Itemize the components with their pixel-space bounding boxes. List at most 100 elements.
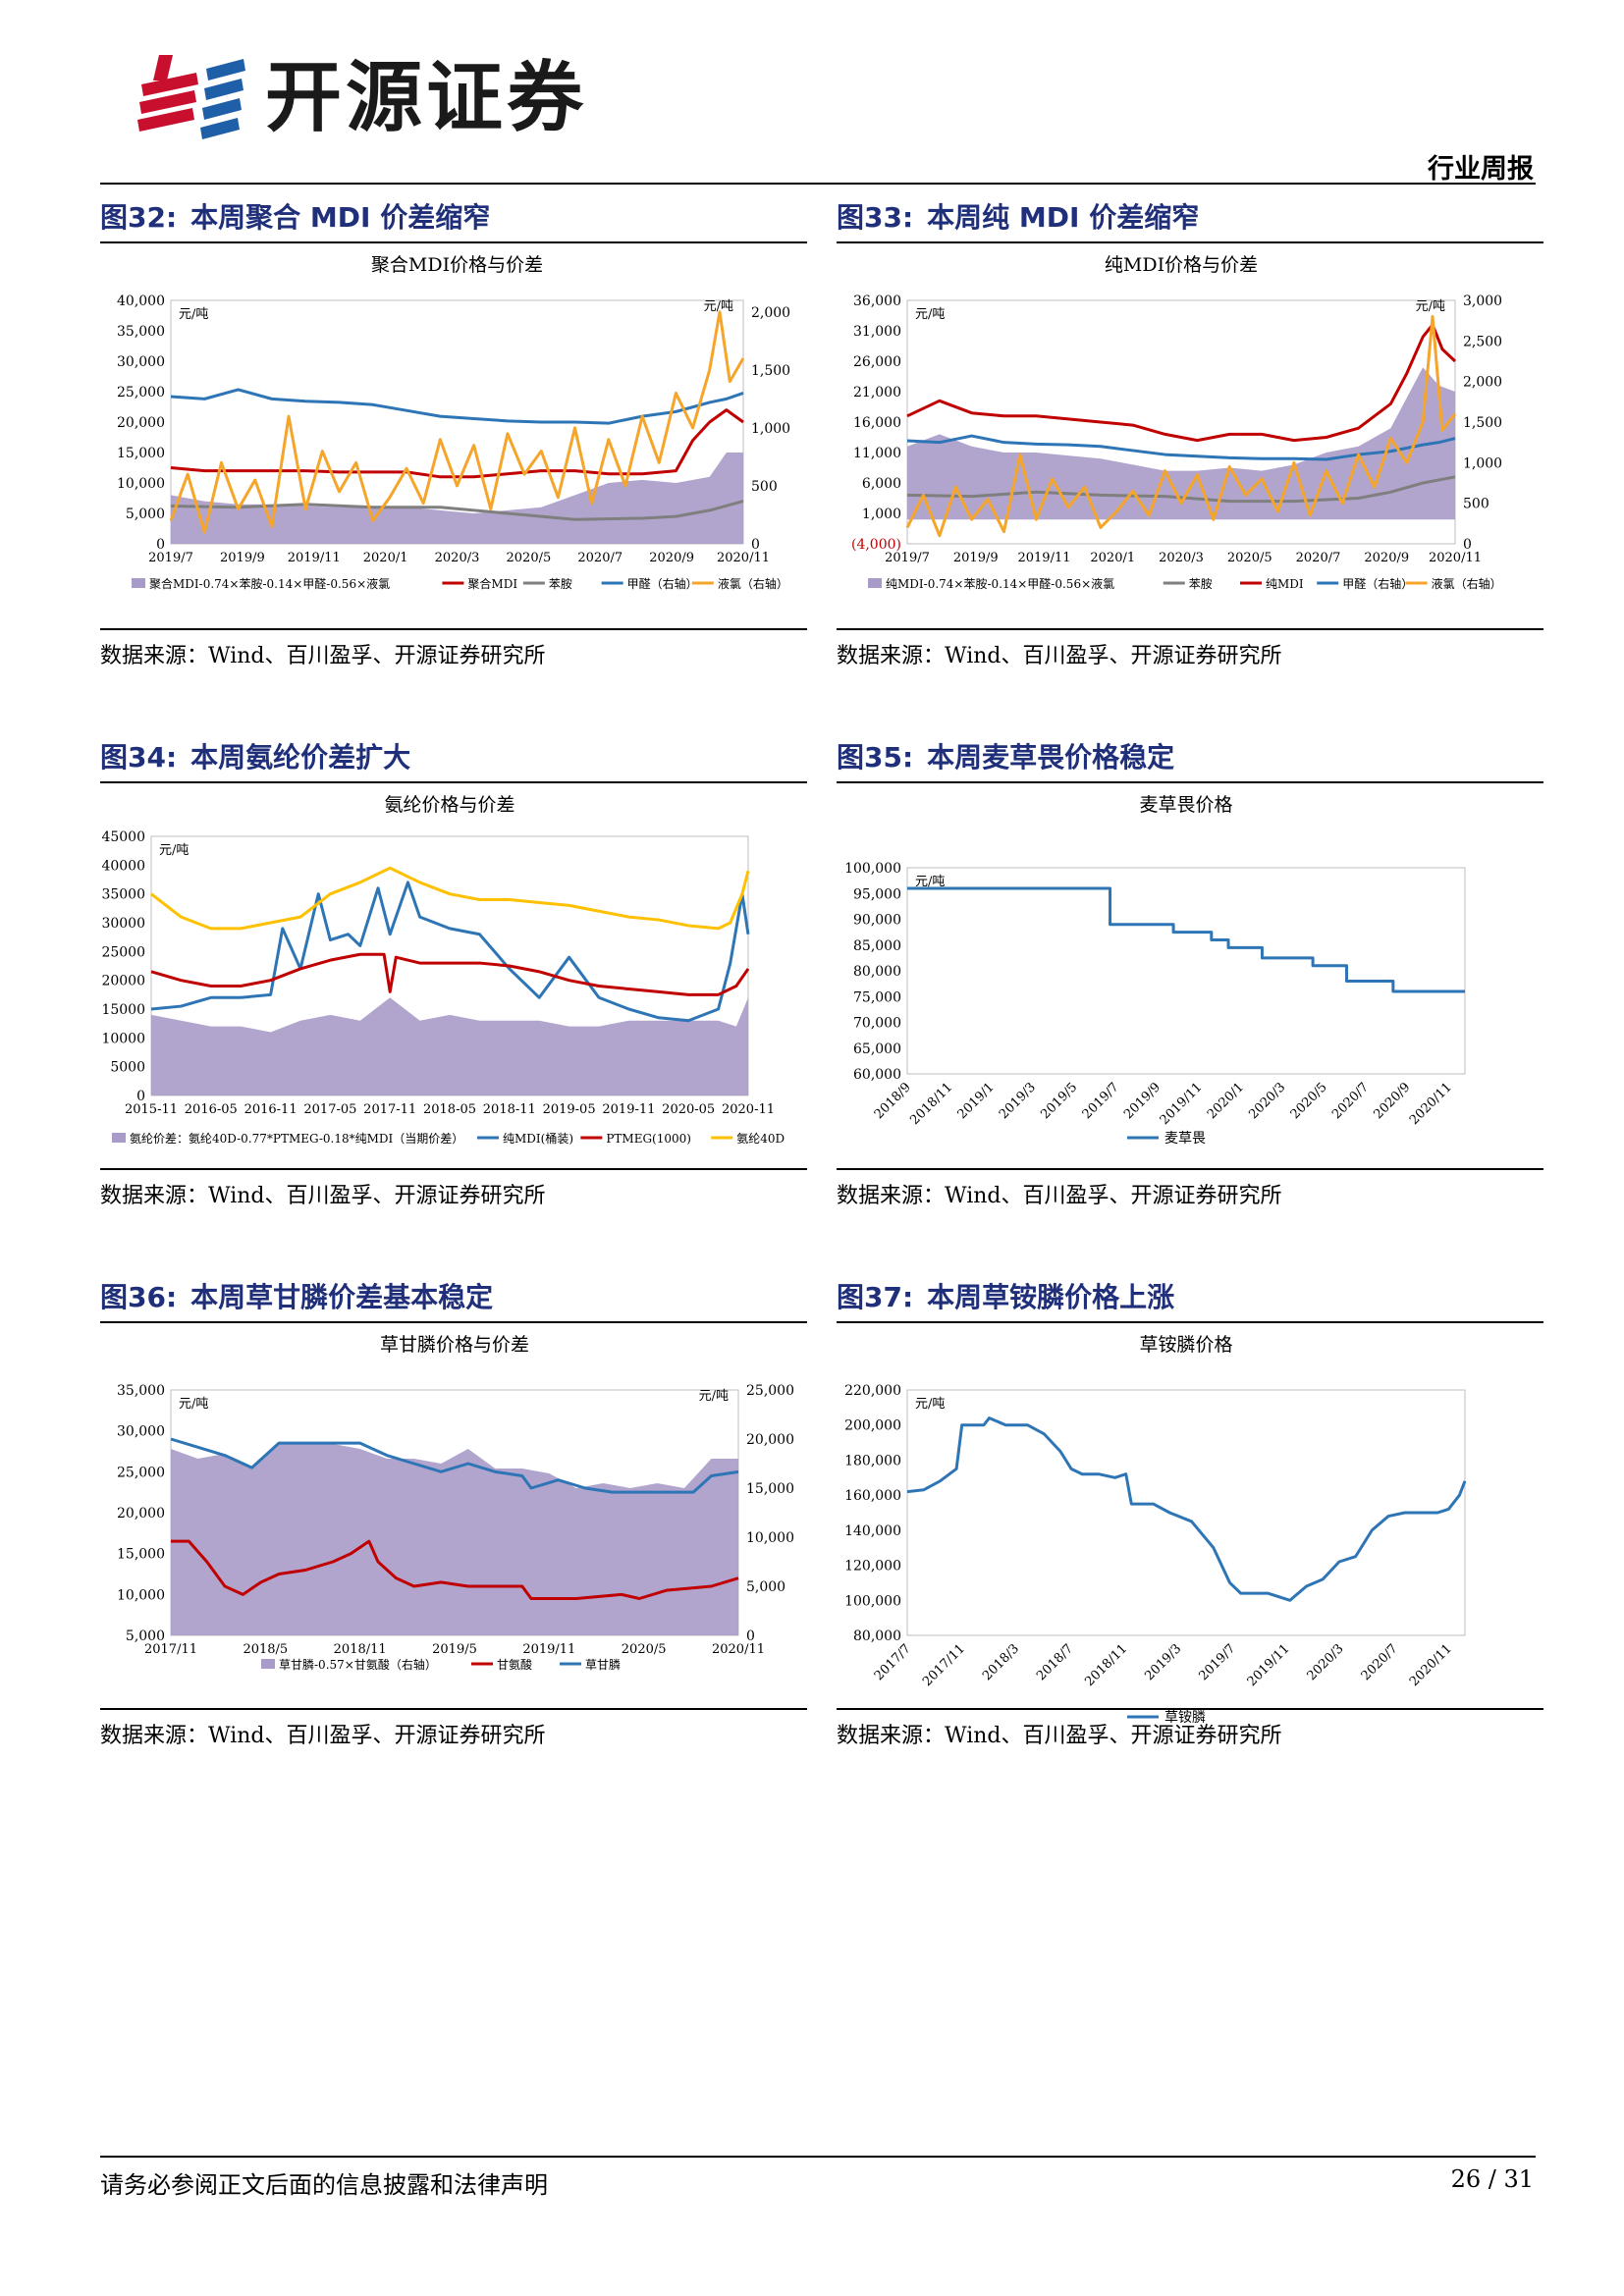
y-tick-label: (4,000): [851, 537, 901, 553]
source-rule: [100, 628, 807, 630]
legend-label: 草甘膦-0.57×甘氨酸（右轴）: [279, 1657, 437, 1672]
unit-label-left: 元/吨: [179, 307, 208, 322]
y-tick-label: 5000: [110, 1060, 145, 1076]
y-tick-label: 15000: [101, 1002, 145, 1018]
y2-tick-label: 2,000: [1463, 375, 1502, 391]
legend-label: 液氯（右轴）: [1432, 576, 1502, 591]
legend-label: 草铵膦: [1164, 1710, 1206, 1726]
series-line: [906, 323, 1457, 443]
x-tick-label: 2020/9: [1371, 1080, 1413, 1122]
brand-logo: 开源证券: [137, 51, 609, 145]
figure-caption: 本周草甘膦价差基本稳定: [190, 1281, 494, 1313]
y-tick-label: 10,000: [117, 1587, 165, 1603]
x-tick-label: 2019/7: [885, 551, 930, 565]
series-line: [905, 315, 1457, 538]
series-line: [907, 886, 1465, 993]
legend-swatch: [112, 1133, 126, 1143]
x-tick-label: 2019/11: [288, 551, 341, 565]
x-tick-label: 2019-05: [543, 1102, 596, 1117]
x-tick-label: 2019/1: [955, 1080, 998, 1122]
x-tick-label: 2020/3: [1159, 551, 1204, 565]
legend-label: 氨纶价差：氨纶40D-0.77*PTMEG-0.18*纯MDI（当期价差）: [130, 1132, 463, 1146]
figure-title: 图33: 本周纯 MDI 价差缩窄: [837, 198, 1543, 238]
x-tick-label: 2019/7: [1196, 1641, 1238, 1683]
series-line: [906, 1416, 1467, 1602]
y2-tick-label: 1,000: [1463, 455, 1502, 471]
source-rule: [837, 1168, 1543, 1170]
x-tick-label: 2019/11: [522, 1642, 575, 1657]
series-line: [906, 475, 1456, 504]
footer-disclaimer: 请务必参阅正文后面的信息披露和法律声明: [100, 2171, 548, 2199]
y-tick-label: 20000: [101, 974, 145, 989]
figure-title: 图32: 本周聚合 MDI 价差缩窄: [100, 198, 807, 238]
y-tick-label: 95,000: [853, 886, 901, 902]
series-line: [150, 881, 750, 1023]
y-tick-label: 21,000: [853, 385, 901, 400]
y-tick-label: 70,000: [853, 1016, 901, 1032]
y-tick-label: 26,000: [853, 354, 901, 370]
series-line: [170, 1437, 739, 1494]
y-tick-label: 160,000: [844, 1488, 901, 1504]
figure-title: 图34: 本周氨纶价差扩大: [100, 738, 807, 777]
x-tick-label: 2019/5: [432, 1642, 477, 1657]
x-tick-label: 2020-11: [722, 1102, 775, 1117]
x-tick-label: 2020/9: [1364, 551, 1409, 565]
x-tick-label: 2020/7: [577, 551, 623, 565]
series-line: [169, 310, 745, 534]
y2-tick-label: 10,000: [746, 1530, 794, 1546]
y-tick-label: 40,000: [117, 294, 165, 309]
x-tick-label: 2016-11: [244, 1102, 298, 1117]
y-tick-label: 90,000: [853, 913, 901, 929]
y2-tick-label: 1,500: [751, 363, 790, 379]
x-tick-label: 2017-05: [303, 1102, 356, 1117]
y2-tick-label: 20,000: [746, 1432, 794, 1448]
x-tick-label: 2020/11: [1407, 1080, 1455, 1128]
x-tick-label: 2018-05: [423, 1102, 476, 1117]
x-tick-label: 2020/11: [1407, 1641, 1455, 1689]
x-tick-label: 2019/9: [953, 551, 999, 565]
figure-number: 图37:: [837, 1281, 914, 1313]
footer-divider: [100, 2156, 1536, 2158]
legend-label: 苯胺: [549, 577, 572, 591]
chart-title: 草铵膦价格: [1139, 1334, 1232, 1356]
y-tick-label: 220,000: [844, 1383, 901, 1399]
unit-label-right: 元/吨: [1416, 299, 1445, 314]
y2-tick-label: 2,500: [1463, 334, 1502, 349]
x-tick-label: 2018/7: [1034, 1641, 1076, 1683]
y-tick-label: 80,000: [853, 1629, 901, 1644]
plot-frame: [906, 1389, 1466, 1636]
x-tick-label: 2017-11: [363, 1102, 416, 1117]
y-tick-label: 30000: [101, 916, 145, 932]
x-tick-label: 2020/11: [1429, 551, 1482, 565]
series-line: [170, 408, 744, 479]
y-tick-label: 10,000: [117, 476, 165, 492]
chart-polymer-mdi: 聚合MDI价格与价差元/吨元/吨05,00010,00015,00020,000…: [117, 254, 790, 591]
data-source: 数据来源：Wind、百川盈孚、开源证券研究所: [100, 1184, 546, 1208]
chart-title: 纯MDI价格与价差: [1105, 254, 1258, 276]
x-tick-label: 2019/3: [997, 1080, 1039, 1122]
chart-title: 麦草畏价格: [1139, 794, 1232, 816]
x-tick-label: 2019/11: [1245, 1641, 1293, 1689]
source-rule: [100, 1168, 807, 1170]
y2-tick-label: 500: [751, 479, 778, 495]
figure-title: 图35: 本周麦草畏价格稳定: [837, 738, 1543, 777]
x-tick-label: 2018/11: [1082, 1641, 1130, 1689]
legend-swatch: [868, 578, 882, 588]
series-line: [906, 434, 1456, 461]
data-source: 数据来源：Wind、百川盈孚、开源证券研究所: [837, 1184, 1282, 1208]
data-source: 数据来源：Wind、百川盈孚、开源证券研究所: [100, 644, 546, 668]
y2-tick-label: 0: [1463, 537, 1472, 553]
y-tick-label: 0: [156, 537, 165, 553]
series-area: [907, 367, 1455, 520]
y-tick-label: 30,000: [117, 1424, 165, 1440]
y-tick-label: 6,000: [862, 476, 901, 492]
series-area: [151, 997, 748, 1095]
y-tick-label: 15,000: [117, 446, 165, 461]
unit-label-left: 元/吨: [915, 307, 945, 322]
y-tick-label: 100,000: [844, 1593, 901, 1609]
y2-tick-label: 1,000: [751, 421, 790, 437]
figure-number: 图33:: [837, 201, 914, 234]
x-tick-label: 2020/7: [1296, 551, 1341, 565]
y-tick-label: 35,000: [117, 324, 165, 340]
y-tick-label: 200,000: [844, 1418, 901, 1434]
